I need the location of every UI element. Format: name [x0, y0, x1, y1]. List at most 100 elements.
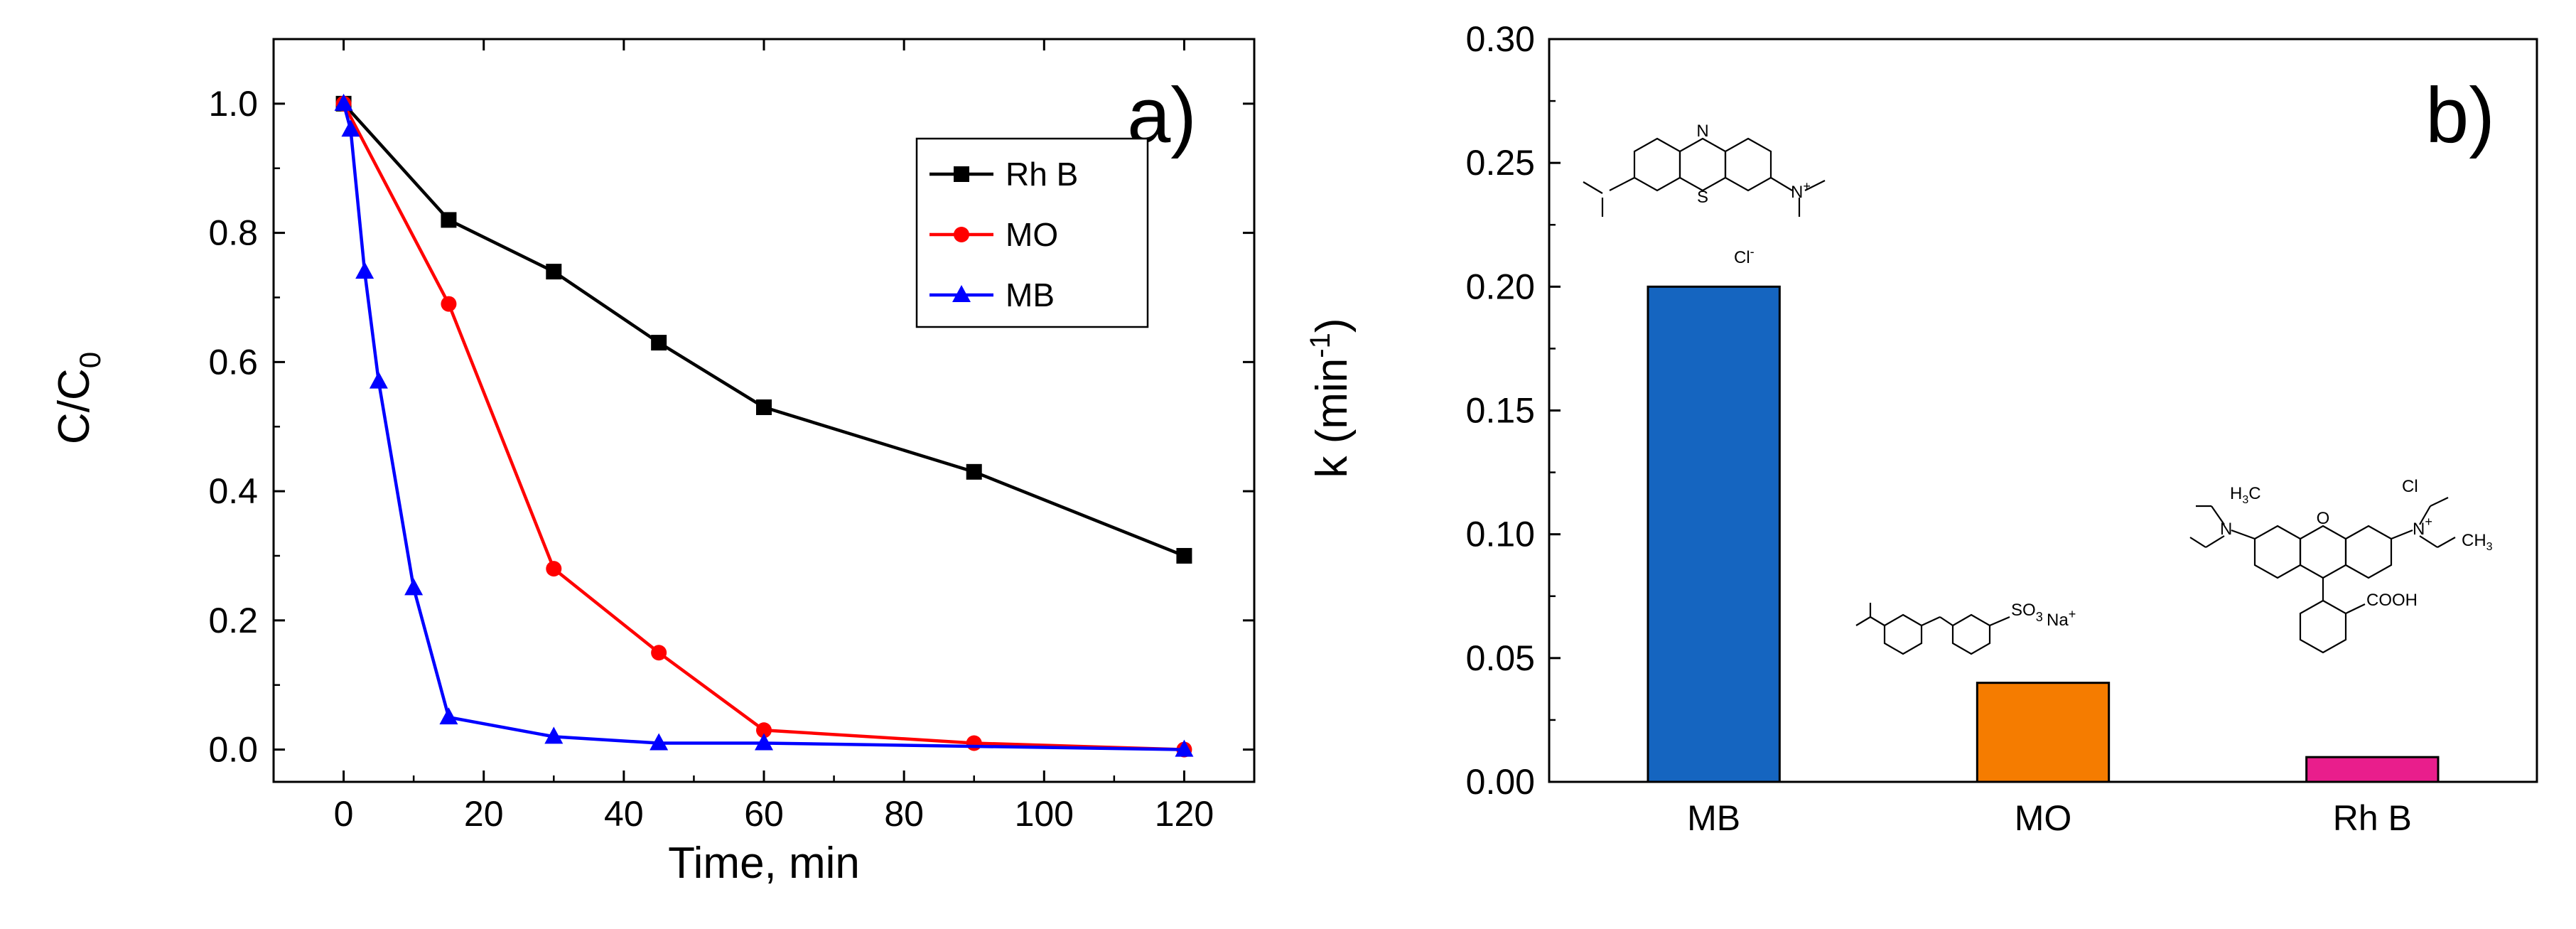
- data-point: [651, 335, 667, 351]
- rhb-n-right: N+: [2413, 515, 2432, 539]
- data-point: [966, 735, 982, 751]
- series-line: [342, 103, 1185, 751]
- rhb-ch3-sub: 3: [2486, 541, 2493, 553]
- data-point: [1175, 739, 1194, 757]
- mb-ring-right: [1724, 137, 1772, 192]
- data-point: [544, 726, 564, 744]
- bar-mo: [1976, 682, 2111, 783]
- legend-entry: MB: [929, 276, 1055, 313]
- panel-a-y-axis-title: C/C0: [50, 352, 107, 444]
- bar-rh-b: [2305, 756, 2440, 783]
- mb-methyl-1: [1583, 181, 1603, 194]
- mo-azo-bond-1: [1921, 616, 1941, 626]
- panel-a-legend: Rh B MO MB: [915, 137, 1149, 328]
- mo-azo-bond-2: [1939, 616, 1953, 626]
- rhb-ring-left: [2253, 525, 2302, 579]
- panel-a-y-axis-title-sub: 0: [73, 352, 107, 368]
- panel-a-series: [334, 93, 1194, 758]
- data-point: [756, 722, 772, 739]
- methyl-orange-structure: [1855, 603, 2010, 655]
- data-point: [355, 262, 374, 279]
- rhb-ring-right: [2344, 525, 2393, 579]
- panel-a-y-tick-label: 0.4: [208, 471, 258, 511]
- panel-a-ticks: 0 20 40 60 80 100 120 0.0 0.2 0.4 0.6 0.8 1.0: [208, 38, 1256, 834]
- panel-a-y-tick-label: 1.0: [208, 84, 258, 124]
- panel-a-x-tick-label: 60: [744, 794, 784, 834]
- panel-b-y-axis-title-main: k (min: [1308, 358, 1357, 478]
- data-point: [756, 399, 772, 415]
- methylene-blue-structure: [1583, 137, 1826, 217]
- rhb-bond-left: [2231, 529, 2256, 540]
- rhb-n-right-n: N: [2413, 520, 2425, 539]
- data-point: [546, 561, 562, 577]
- series-mo: [335, 95, 1192, 758]
- panel-b-y-tick-label: 0.30: [1466, 19, 1535, 59]
- data-point: [404, 578, 424, 596]
- mo-ring-2: [1951, 613, 1991, 655]
- mo-sulfonate: SO3: [2011, 601, 2043, 624]
- rhb-ethyl-3a: [2419, 505, 2431, 525]
- mb-ring-nitrogen: N: [1696, 122, 1708, 141]
- rhb-ring-phenyl: [2299, 599, 2347, 654]
- data-point: [441, 296, 457, 312]
- data-point: [439, 707, 458, 725]
- legend-marker: [952, 285, 971, 302]
- panel-b-ticks: 0.00 0.05 0.10 0.15 0.20 0.25 0.30 MB MO Rh B: [1466, 19, 2412, 838]
- rhb-ethyl-3b: [2430, 497, 2449, 507]
- data-point: [966, 463, 982, 480]
- bar-mb: [1647, 285, 1781, 783]
- panel-b-x-tick-label: MB: [1687, 798, 1740, 838]
- mo-sulfonate-sub: 3: [2036, 610, 2043, 624]
- data-point: [755, 733, 773, 751]
- panel-a-y-tick-label: 0.6: [208, 342, 258, 382]
- panel-b-y-tick-label: 0.00: [1466, 762, 1535, 802]
- rhb-ethyl-1a: [2211, 505, 2225, 525]
- panel-a-y-axis-title-main: C/C: [50, 368, 99, 444]
- mo-sulfonate-bond: [1989, 616, 2010, 627]
- mb-ring-sulfur: S: [1697, 188, 1708, 207]
- panel-b-y-tick-label: 0.15: [1466, 391, 1535, 431]
- panel-a-x-tick-label: 0: [334, 794, 354, 834]
- rhb-ring-center: [2299, 525, 2347, 579]
- panel-b-bars: [1647, 285, 2440, 783]
- mb-n-plus-charge: +: [1803, 179, 1811, 193]
- panel-b-y-tick-label: 0.10: [1466, 515, 1535, 554]
- mb-counterion-cl: Cl: [1734, 248, 1750, 267]
- mo-ring-1: [1883, 613, 1923, 655]
- panel-a-y-tick-label: 0.8: [208, 213, 258, 253]
- series-mb: [334, 93, 1194, 757]
- panel-b-x-tick-label: Rh B: [2333, 798, 2412, 838]
- rhodamine-b-structure: [2189, 497, 2456, 654]
- mo-bond-ring1: [1870, 616, 1885, 626]
- rhb-h3c-sub: 3: [2242, 494, 2248, 506]
- rhb-ring-oxygen: O: [2317, 509, 2330, 528]
- rhb-cooh: COOH: [2366, 591, 2418, 610]
- panel-b-y-axis-title-sup: -1: [1305, 333, 1336, 358]
- mb-counterion: Cl-: [1734, 245, 1755, 267]
- data-point: [341, 119, 360, 137]
- panel-a-x-tick-label: 40: [604, 794, 644, 834]
- rhb-ethyl-2b: [2189, 537, 2206, 548]
- legend-label: Rh B: [1006, 156, 1078, 193]
- mb-n-plus: N+: [1791, 179, 1811, 202]
- panel-a-x-tick-label: 80: [884, 794, 924, 834]
- panel-a-x-axis-title: Time, min: [668, 839, 860, 888]
- data-point: [441, 212, 457, 228]
- rhb-chloride: Cl: [2402, 477, 2418, 496]
- series-rh-b: [335, 95, 1192, 564]
- rhb-h3c-c: C: [2248, 484, 2260, 503]
- data-point: [546, 264, 562, 280]
- rhb-bond-right: [2391, 529, 2413, 540]
- mo-counterion-charge: +: [2069, 607, 2076, 621]
- mb-counterion-charge: -: [1750, 245, 1755, 259]
- mo-counterion: Na+: [2047, 607, 2076, 630]
- rhb-ethyl-2a: [2205, 535, 2225, 548]
- panel-a-x-tick-label: 120: [1155, 794, 1214, 834]
- panel-a-x-tick-label: 20: [464, 794, 504, 834]
- rhb-ch3-ch: CH: [2462, 531, 2486, 550]
- rhb-ethyl-4a: [2419, 535, 2438, 548]
- legend-marker: [954, 166, 969, 182]
